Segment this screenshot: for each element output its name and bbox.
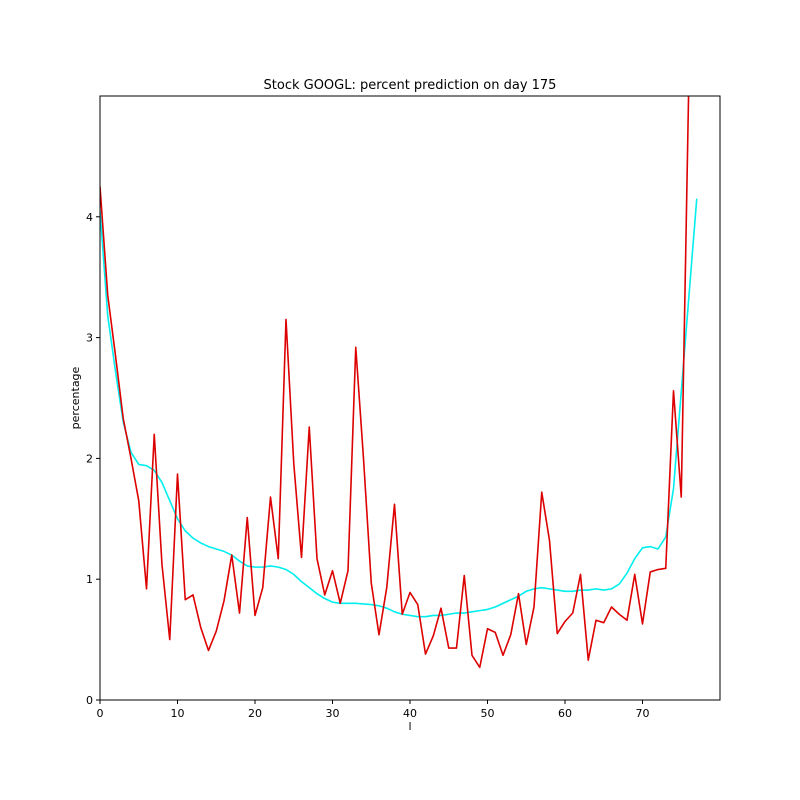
x-tick-label: 30 [326, 707, 340, 720]
chart-title: Stock GOOGL: percent prediction on day 1… [264, 78, 557, 93]
y-tick-label: 3 [86, 332, 93, 345]
x-tick-label: 0 [97, 707, 104, 720]
x-tick-label: 10 [171, 707, 185, 720]
y-axis: 0 1 2 3 4 [86, 211, 100, 707]
y-axis-label: percentage [69, 366, 82, 429]
y-tick-label: 4 [86, 211, 93, 224]
x-tick-label: 60 [558, 707, 572, 720]
y-tick-label: 0 [86, 694, 93, 707]
x-tick-label: 70 [636, 707, 650, 720]
x-tick-label: 40 [403, 707, 417, 720]
plot-lines [100, 96, 698, 669]
x-tick-label: 20 [248, 707, 262, 720]
y-tick-label: 1 [86, 573, 93, 586]
plot-frame [99, 95, 721, 701]
x-tick-label: 50 [481, 707, 495, 720]
series-line-1 [100, 96, 690, 669]
series-line-0 [100, 198, 698, 618]
x-axis-label: l [408, 720, 411, 733]
y-tick-label: 2 [86, 452, 93, 465]
x-axis: 0 10 20 30 40 50 60 70 [97, 700, 650, 720]
